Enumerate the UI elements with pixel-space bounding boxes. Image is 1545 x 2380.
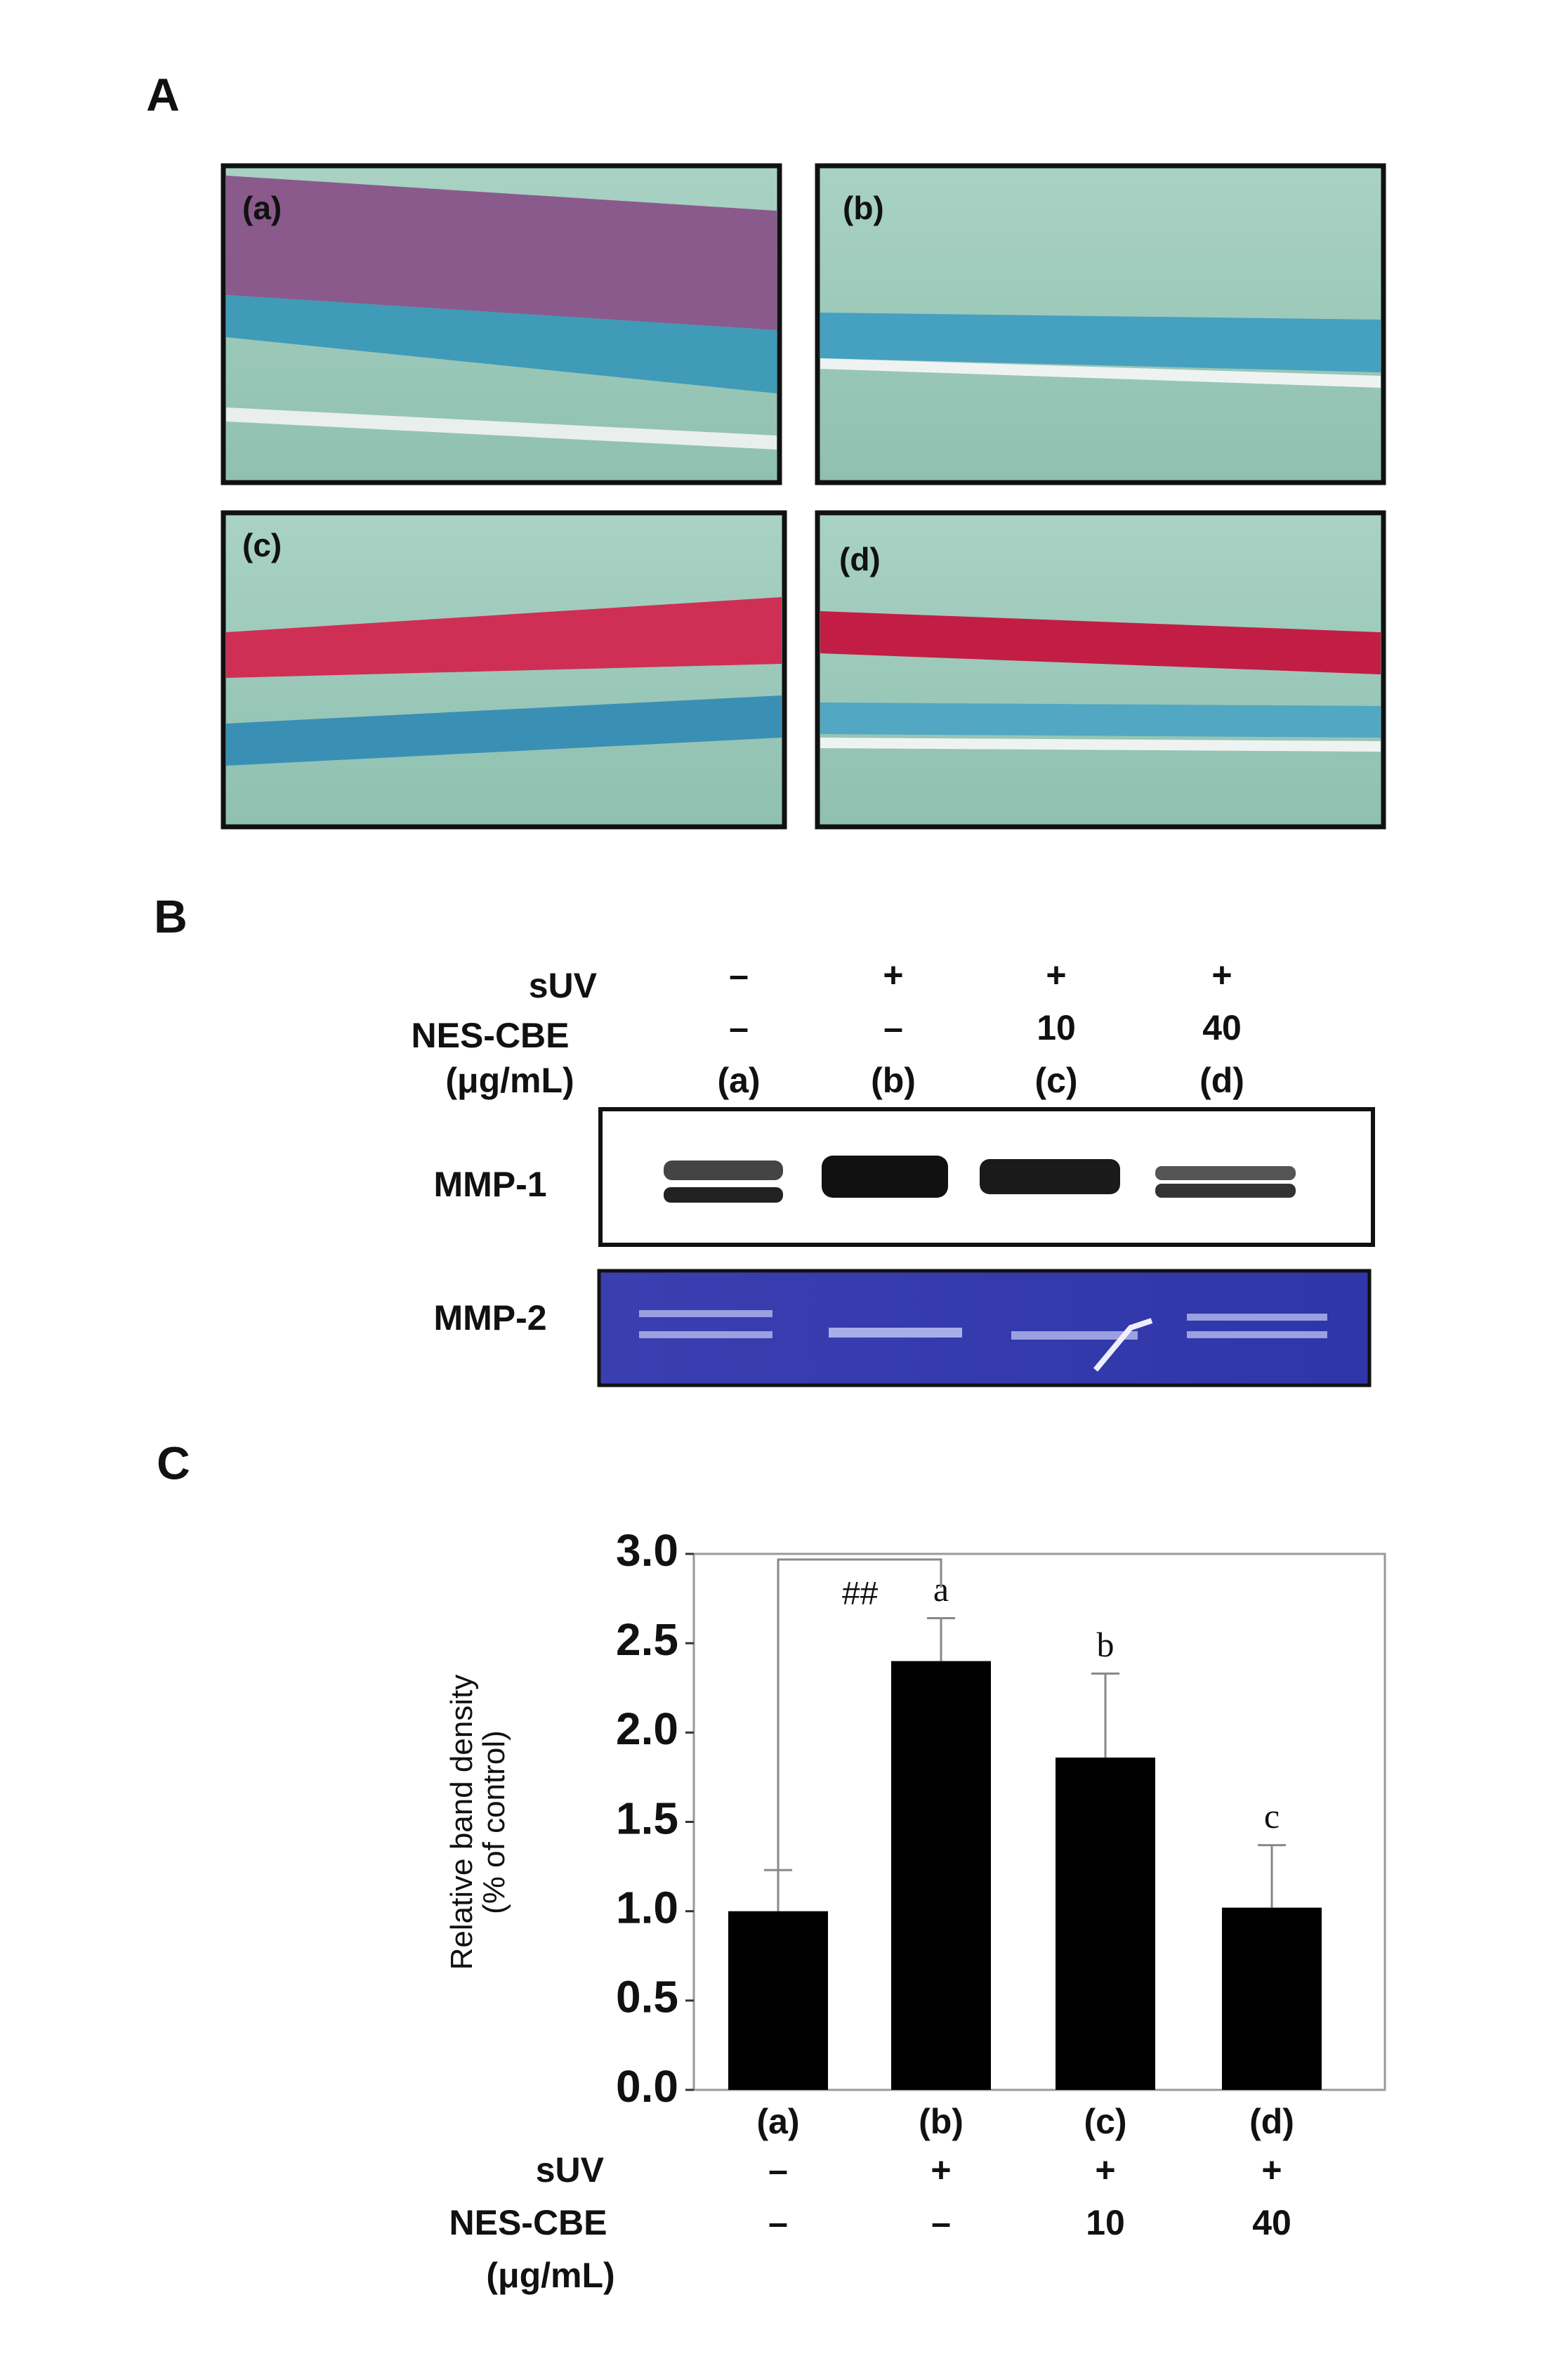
treatment: + [1046, 955, 1066, 995]
row-label: sUV [536, 2150, 605, 2190]
bar [728, 1911, 828, 2090]
y-tick-label: 0.5 [616, 1972, 678, 2022]
bar [1056, 1757, 1155, 2090]
row-label: (μg/mL) [486, 2256, 614, 2295]
y-tick-label: 1.5 [616, 1793, 678, 1843]
treatment: 10 [1037, 1008, 1076, 1047]
x-tick-label: (a) [756, 2102, 799, 2141]
lane-label: (b) [871, 1061, 916, 1100]
panel-label: C [157, 1437, 190, 1489]
treatment: + [1211, 955, 1232, 995]
error-bar [1091, 1672, 1119, 1758]
y-tick-label: 3.0 [616, 1525, 678, 1576]
significance-letter: a [933, 1569, 949, 1609]
treatment: – [729, 1008, 749, 1047]
y-axis-label: Relative band density(% of control) [445, 1675, 511, 1970]
y-tick-label: 1.0 [616, 1883, 678, 1933]
y-tick-label: 2.0 [616, 1704, 678, 1754]
histology-a: (a) [221, 163, 782, 485]
treatment: – [768, 2203, 788, 2242]
image-label: (b) [843, 190, 884, 226]
row-label: sUV [529, 966, 598, 1005]
blot-label: MMP-2 [433, 1298, 546, 1338]
y-axis-label-line: (% of control) [477, 1730, 511, 1914]
row-label: NES-CBE [411, 1016, 569, 1055]
y-axis-label-line: Relative band density [445, 1675, 479, 1970]
treatment: 10 [1086, 2203, 1125, 2242]
histology-b: (b) [815, 163, 1386, 485]
treatment: – [883, 1008, 903, 1047]
treatment: – [931, 2203, 951, 2242]
x-tick-label: (d) [1249, 2102, 1294, 2141]
row-label: (μg/mL) [445, 1061, 574, 1100]
treatment: + [883, 955, 903, 995]
histology-d: (d) [815, 510, 1386, 830]
significance-letter: b [1097, 1625, 1115, 1664]
treatment: + [1261, 2150, 1282, 2190]
lane-label: (d) [1199, 1061, 1244, 1100]
lane-label: (c) [1034, 1061, 1077, 1100]
panel-label: B [154, 890, 188, 942]
x-tick-label: (b) [919, 2102, 964, 2141]
image-label: (d) [839, 541, 881, 577]
treatment: + [931, 2150, 951, 2190]
image-label: (a) [242, 190, 282, 226]
panel-label: A [146, 68, 180, 120]
image-label: (c) [242, 527, 282, 563]
bracket-label: ## [841, 1575, 879, 1611]
mmp2-gel [597, 1269, 1372, 1387]
treatment: 40 [1252, 2203, 1291, 2242]
bar [891, 1661, 991, 2090]
error-bar [927, 1617, 955, 1661]
treatment: – [768, 2150, 788, 2190]
treatment: – [729, 955, 749, 995]
error-bar [1258, 1844, 1286, 1908]
y-tick-label: 0.0 [616, 2061, 678, 2112]
significance-letter: c [1264, 1796, 1280, 1836]
y-tick-label: 2.5 [616, 1614, 678, 1665]
blot-label: MMP-1 [433, 1165, 546, 1204]
significance-bracket [777, 1558, 942, 1871]
row-label: NES-CBE [449, 2203, 607, 2242]
treatment: + [1095, 2150, 1115, 2190]
bar [1222, 1907, 1322, 2090]
treatment: 40 [1202, 1008, 1242, 1047]
histology-c: (c) [221, 510, 787, 830]
lane-label: (a) [717, 1061, 760, 1100]
x-tick-label: (c) [1084, 2102, 1126, 2141]
mmp1-blot [598, 1107, 1375, 1247]
